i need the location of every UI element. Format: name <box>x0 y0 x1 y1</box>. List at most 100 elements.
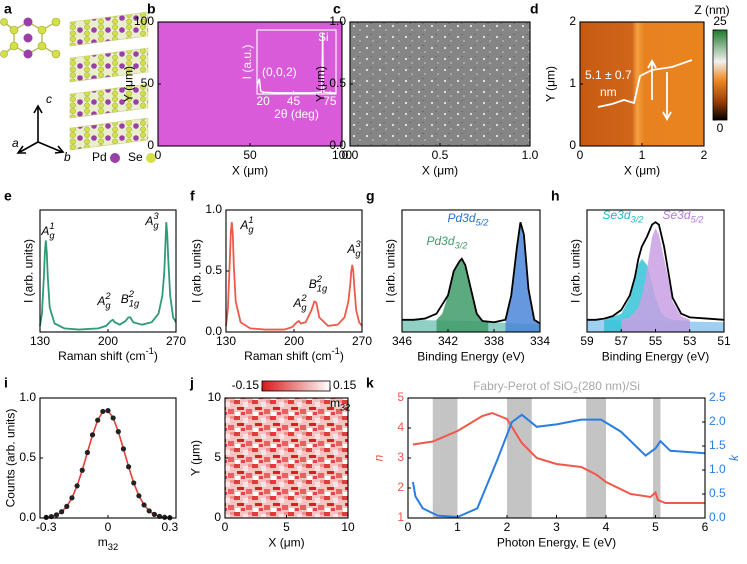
legend-label: Se <box>128 150 143 164</box>
y-tick-label: 0 <box>214 510 221 524</box>
x-tick-label: 57 <box>615 334 629 348</box>
axis-label: c <box>46 92 52 106</box>
x-tick-label: 0.5 <box>432 148 449 162</box>
x-tick-label: 130 <box>216 334 236 348</box>
x-tick-label: 50 <box>243 148 257 162</box>
annotation: 5.1 ± 0.7 <box>585 68 632 82</box>
x-tick-label: 0 <box>222 520 229 534</box>
x-tick-label: 2 <box>504 520 511 534</box>
x-axis-label: X (μm) <box>422 163 458 177</box>
x-axis-label: X (μm) <box>624 163 660 177</box>
x-axis-label: X (μm) <box>232 163 268 177</box>
annotation: nm <box>600 85 617 99</box>
data-line <box>411 413 706 519</box>
panel-label: d <box>530 1 539 17</box>
text-part: 1 <box>248 215 253 225</box>
y-tick-label: 0.5 <box>329 76 346 90</box>
text-part: m <box>98 535 108 549</box>
y-tick-label: 0 <box>569 138 576 152</box>
data-point <box>100 408 106 415</box>
data-line <box>412 411 705 504</box>
colorbar <box>261 380 331 392</box>
text-part: 5/2 <box>691 215 705 225</box>
y2-tick-label: 1.5 <box>709 438 726 452</box>
data-point <box>95 417 101 423</box>
y-axis-label: Counts (arb. units) <box>3 409 17 508</box>
x-axis-label: Raman shift (cm-1) <box>58 346 158 363</box>
y-tick-label: 1 <box>569 76 576 90</box>
y-axis-label: Y (μm) <box>313 66 327 102</box>
axes-frame <box>39 397 177 519</box>
data-line <box>46 409 170 519</box>
text-part: 3 <box>153 211 159 221</box>
x-tick-label: 5 <box>652 520 659 534</box>
text-part: Pd3d <box>426 234 454 248</box>
panel-label: b <box>147 1 156 17</box>
data-point <box>151 511 157 517</box>
data-point <box>126 464 132 470</box>
y-axis-label: I (a.u.) <box>240 45 254 80</box>
y-tick-label: 0.0 <box>329 138 346 152</box>
x-tick-label: 51 <box>717 334 731 348</box>
y-axis-label: I (arb. units) <box>21 239 35 303</box>
text-part: g <box>248 225 254 235</box>
y-tick-label: 5 <box>214 450 221 464</box>
y-tick-label: 50 <box>141 76 155 90</box>
panel-label: e <box>4 188 12 204</box>
text-part: A <box>96 294 105 308</box>
x-axis-label: Photon Energy, E (eV) <box>497 535 616 549</box>
colorbar-label: 0 <box>717 121 724 135</box>
text-part: 2 <box>316 274 323 284</box>
peak-label: Ag1 <box>239 215 254 235</box>
y-tick-label: 2 <box>397 480 404 494</box>
crystal-illustration <box>0 11 149 154</box>
x-tick-label: 0 <box>577 148 584 162</box>
text-part: ) <box>340 349 344 363</box>
text-part: g <box>105 301 111 311</box>
text-part: A <box>40 224 49 238</box>
x-axis-label: m32 <box>98 535 118 552</box>
peak-label: B1g2 <box>121 289 140 309</box>
x-tick-label: 334 <box>530 334 550 348</box>
data-point <box>141 502 147 508</box>
y-tick-label: 0.0 <box>19 510 36 524</box>
image-map <box>225 398 348 518</box>
x-axis-label: X (μm) <box>268 535 304 549</box>
data-line <box>225 222 363 331</box>
text-part: 3/2 <box>631 215 645 225</box>
y2-tick-label: 1.0 <box>709 462 726 476</box>
band <box>432 398 458 518</box>
x-axis-label: Binding Energy (eV) <box>602 349 709 363</box>
y-axis-label: Y (μm) <box>543 66 557 102</box>
text-part: (280 nm)/Si <box>578 379 640 393</box>
image-map <box>350 22 530 146</box>
y-tick-label: 2 <box>569 14 576 28</box>
annotation: (0,0,2) <box>262 65 297 79</box>
text-part: Se3d <box>602 208 630 222</box>
text-part: g <box>153 221 159 231</box>
text-part: A <box>144 214 153 228</box>
x-tick-label: 75 <box>323 94 337 108</box>
x-axis-label: Binding Energy (eV) <box>417 349 524 363</box>
x-tick-label: 200 <box>284 334 304 348</box>
axes-frame <box>401 209 541 333</box>
y2-axis-label: k <box>727 454 741 461</box>
band <box>653 398 661 518</box>
y-tick-label: 1.0 <box>329 14 346 28</box>
x-tick-label: 4 <box>603 520 610 534</box>
peak-label: Pd3d5/2 <box>447 211 489 228</box>
x-tick-label: 130 <box>30 334 50 348</box>
text-part: 2 <box>300 293 307 303</box>
colorbar-label: 0.15 <box>333 378 357 392</box>
y-tick-label: 0.5 <box>19 450 36 464</box>
y2-tick-label: 0.0 <box>709 510 726 524</box>
y-axis-label: Y (μm) <box>188 440 202 476</box>
image-map <box>158 22 342 146</box>
colorbar-label: -0.15 <box>232 378 260 392</box>
data-point <box>105 408 111 414</box>
colorbar-title: m32 <box>330 396 350 413</box>
text-part: g <box>301 303 307 313</box>
text-part: ) <box>154 349 158 363</box>
text-part: g <box>355 249 361 259</box>
